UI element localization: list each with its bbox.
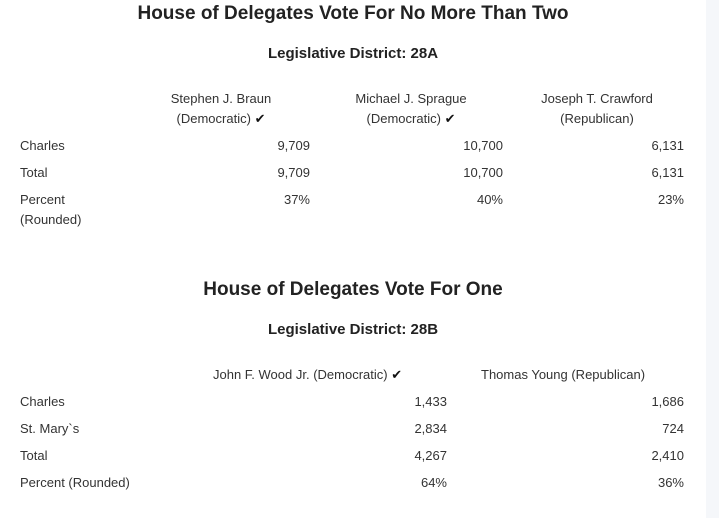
vote-count: 2,410 xyxy=(651,448,684,463)
candidate-header: Joseph T. Crawford (Republican) xyxy=(516,89,678,129)
section1-district: Legislative District: 28A xyxy=(267,45,439,62)
row-label-line2: (Rounded) xyxy=(20,212,82,227)
row-label: St. Mary`s xyxy=(20,421,80,436)
row-label: Total xyxy=(20,448,48,463)
candidate-name: Michael J. Sprague xyxy=(355,91,467,106)
vote-count: 724 xyxy=(662,421,684,436)
party-label: (Democratic) xyxy=(366,111,441,126)
vote-count: 9,709 xyxy=(277,165,310,180)
vote-count: 2,834 xyxy=(414,421,447,436)
vote-count: 10,700 xyxy=(463,165,503,180)
row-label: Percent (Rounded) xyxy=(20,475,130,490)
vote-count: 1,686 xyxy=(651,394,684,409)
vote-count: 6,131 xyxy=(651,138,684,153)
percent-value: 36% xyxy=(657,475,684,490)
section2-district: Legislative District: 28B xyxy=(267,321,439,338)
checkmark-icon: ✔ xyxy=(254,111,266,126)
row-label-line1: Percent xyxy=(20,192,65,207)
vote-count: 10,700 xyxy=(463,138,503,153)
candidate-header: Stephen J. Braun (Democratic) ✔ xyxy=(140,89,302,129)
party-label: (Democratic) xyxy=(176,111,251,126)
candidate-name: John F. Wood Jr. (Democratic) xyxy=(213,367,388,382)
percent-value: 37% xyxy=(283,192,310,207)
candidate-name: Joseph T. Crawford xyxy=(541,91,653,106)
row-label: Charles xyxy=(20,394,65,409)
candidate-header: Thomas Young (Republican) xyxy=(481,365,645,385)
candidate-header: John F. Wood Jr. (Democratic) ✔ xyxy=(213,365,402,385)
row-label: Percent (Rounded) xyxy=(20,190,81,230)
candidate-name: Stephen J. Braun xyxy=(170,91,272,106)
candidate-name: Thomas Young (Republican) xyxy=(481,367,646,382)
candidate-header: Michael J. Sprague (Democratic) ✔ xyxy=(330,89,492,129)
page-right-edge xyxy=(706,0,719,518)
row-label: Charles xyxy=(20,138,65,153)
percent-value: 23% xyxy=(657,192,684,207)
vote-count: 4,267 xyxy=(414,448,447,463)
checkmark-icon: ✔ xyxy=(444,111,456,126)
checkmark-icon: ✔ xyxy=(391,367,403,382)
vote-count: 1,433 xyxy=(414,394,447,409)
percent-value: 40% xyxy=(476,192,503,207)
candidate-party: (Republican) xyxy=(560,111,634,126)
vote-count: 9,709 xyxy=(277,138,310,153)
section2-title: House of Delegates Vote For One xyxy=(203,279,503,300)
percent-value: 64% xyxy=(420,475,447,490)
candidate-party: (Democratic) ✔ xyxy=(330,109,492,129)
row-label: Total xyxy=(20,165,48,180)
vote-count: 6,131 xyxy=(651,165,684,180)
section1-title: House of Delegates Vote For No More Than… xyxy=(137,3,569,24)
candidate-party: (Democratic) ✔ xyxy=(140,109,302,129)
